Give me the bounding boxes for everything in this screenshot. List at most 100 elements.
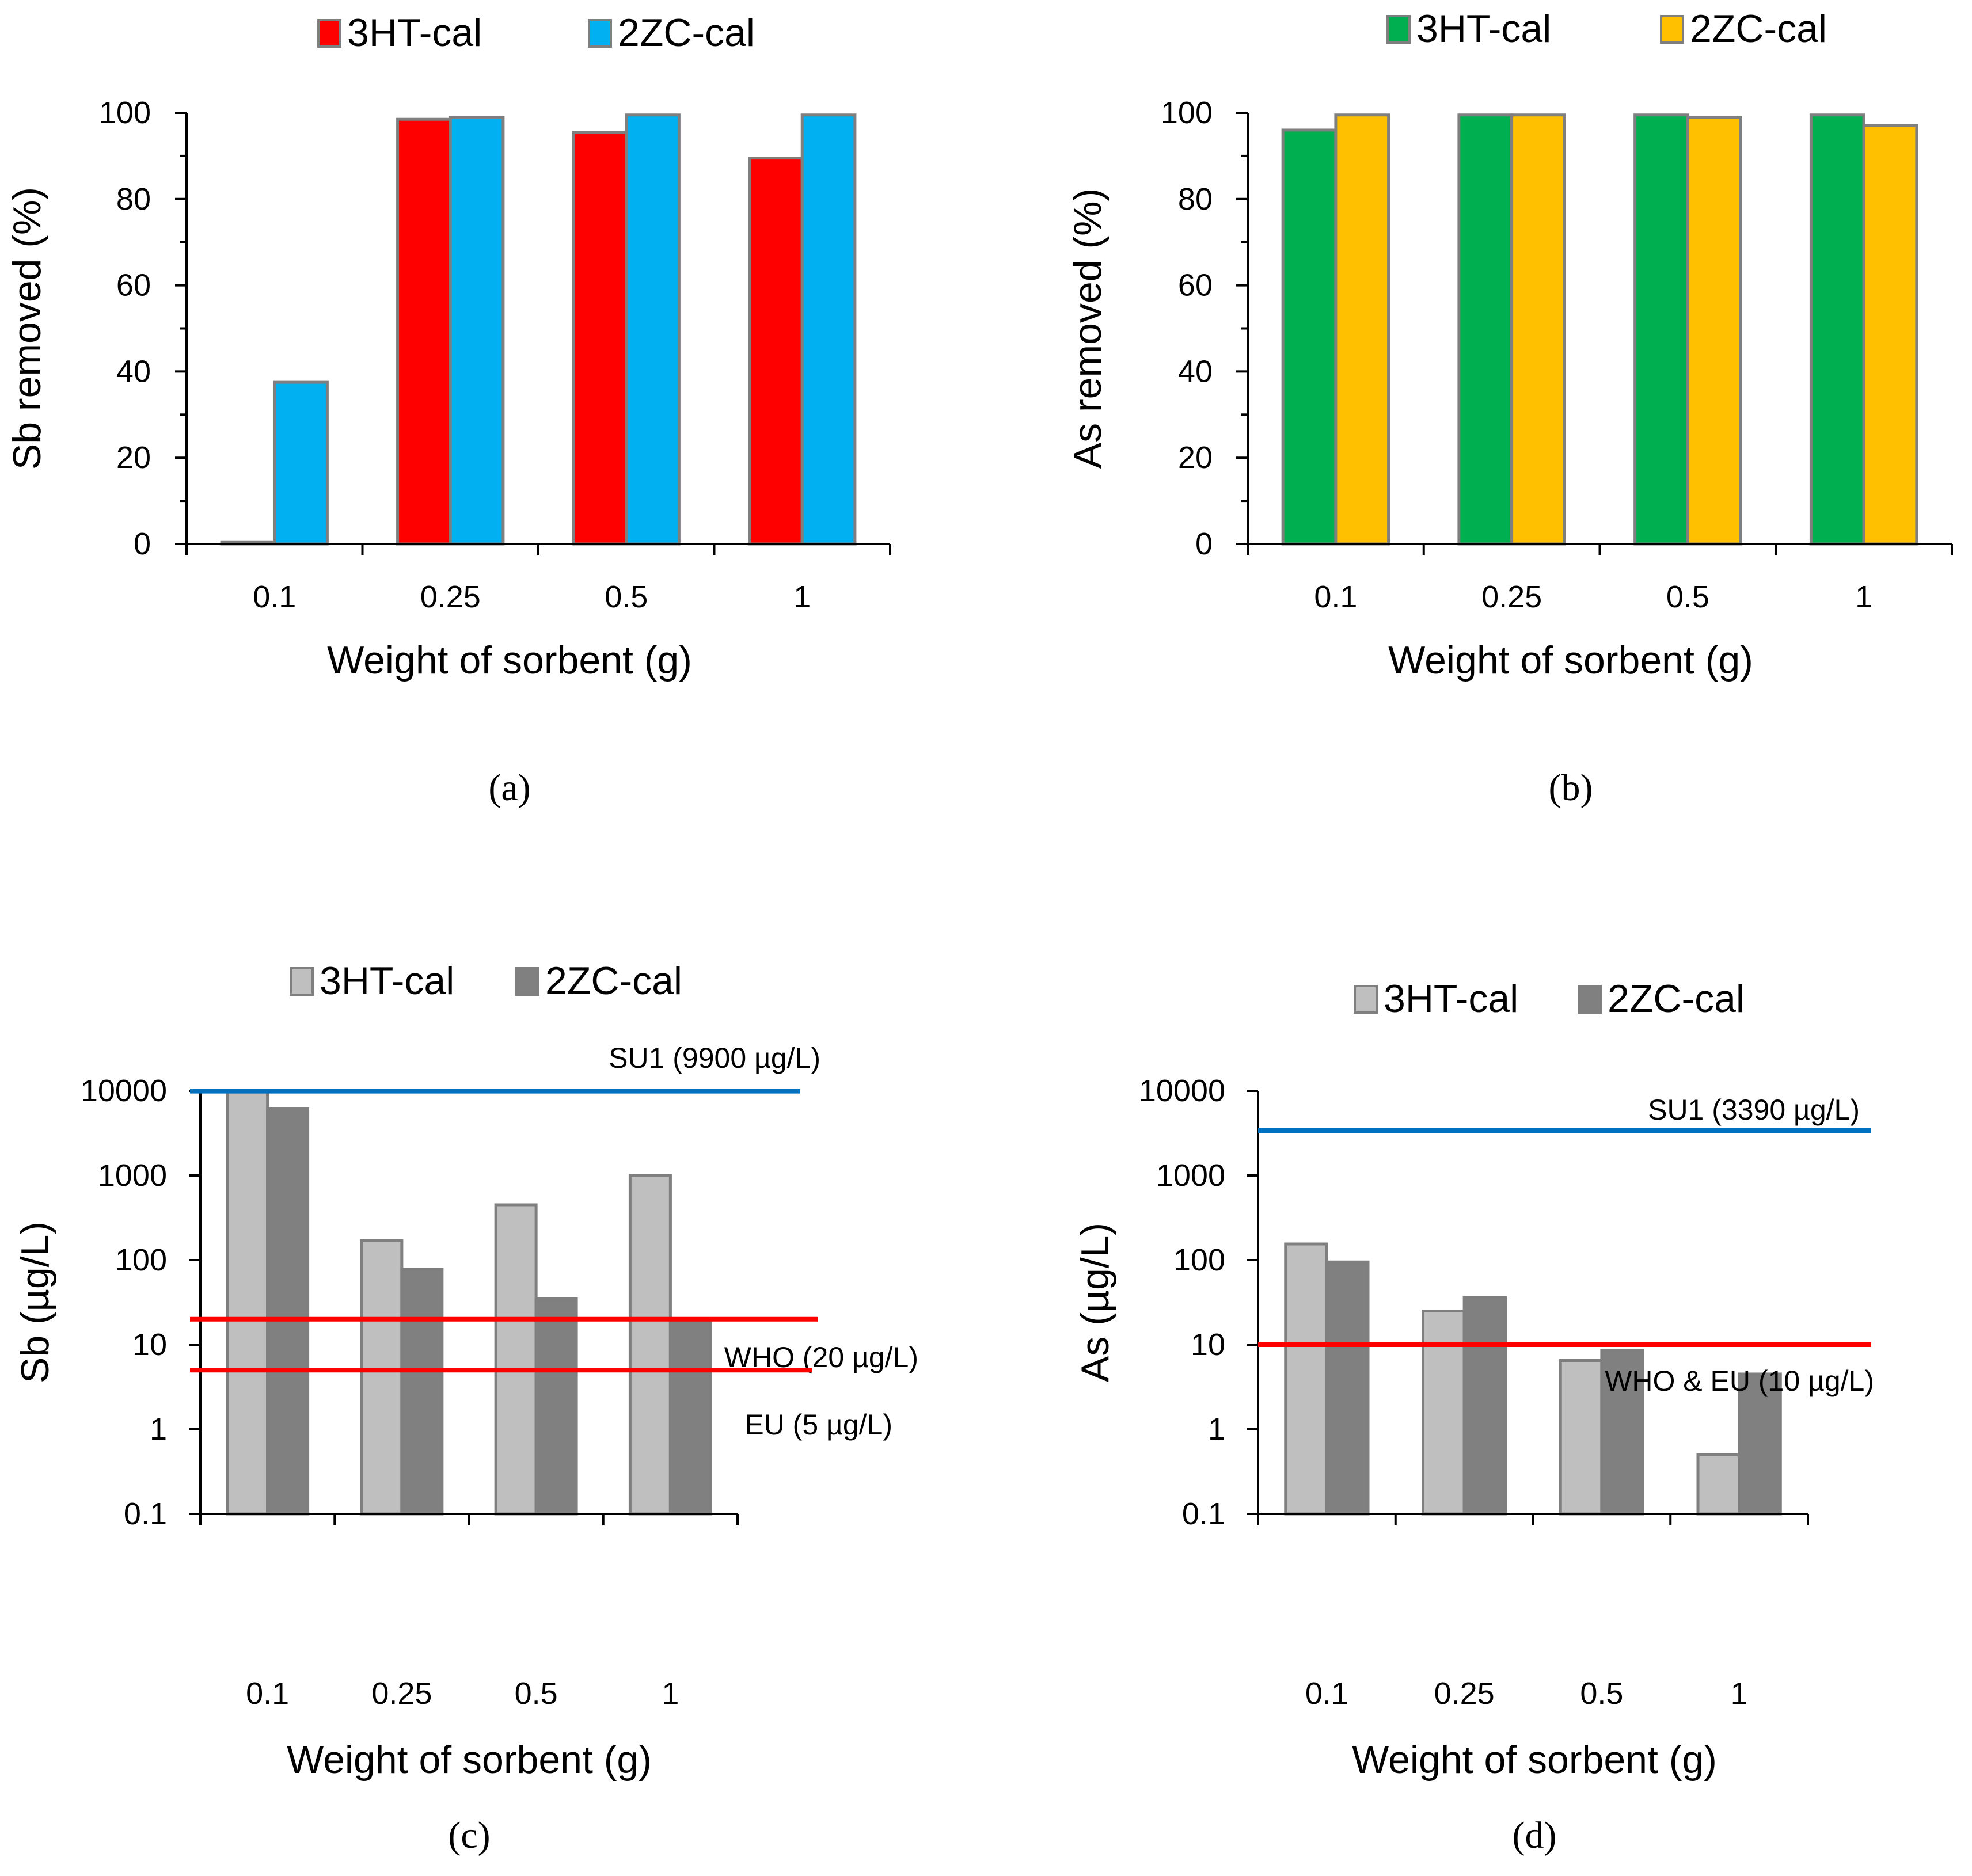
bar-3ht-cal-0.25 (396, 117, 452, 546)
y-tick-label: 10 (1191, 1327, 1225, 1362)
legend-label-2zc-cal: 2ZC-cal (1690, 7, 1827, 51)
x-tick-label: 0.1 (1314, 580, 1357, 614)
bar-2zc-cal-1 (1862, 124, 1918, 546)
x-tick-label: 0.1 (1305, 1676, 1348, 1711)
x-axis-title: Weight of sorbent (g) (287, 1738, 652, 1782)
x-tick-label: 0.1 (246, 1676, 289, 1711)
bar-3ht-cal-1 (1809, 113, 1865, 546)
y-tick-label: 0.1 (1182, 1497, 1225, 1531)
bar-3ht-cal-0.1 (1284, 1242, 1328, 1516)
legend-label-3ht-cal: 3HT-cal (1416, 7, 1551, 51)
bar-3ht-cal-0.25 (1457, 113, 1514, 546)
bar-2zc-cal-1 (800, 113, 857, 546)
legend-swatch-3ht-cal (1354, 985, 1378, 1014)
y-tick-label: 0 (134, 527, 151, 561)
y-tick-label: 20 (116, 440, 151, 475)
bar-3ht-cal-0.5 (494, 1203, 538, 1516)
legend-swatch-2zc-cal (1578, 985, 1602, 1014)
panel-label: (b) (1549, 767, 1593, 809)
bar-2zc-cal-0.1 (1334, 113, 1390, 546)
bar-2zc-cal-0.1 (273, 380, 329, 546)
x-axis-title: Weight of sorbent (g) (1352, 1738, 1717, 1782)
legend-label-3ht-cal: 3HT-cal (320, 959, 454, 1003)
y-tick-label: 1 (150, 1412, 167, 1447)
bar-3ht-cal-0.5 (1559, 1359, 1604, 1516)
x-tick-label: 1 (1855, 580, 1872, 614)
bar-3ht-cal-0.5 (1633, 113, 1689, 546)
y-axis-title: Sb (µg/L) (13, 1222, 57, 1383)
reference-line-label: EU (5 µg/L) (744, 1409, 892, 1441)
bar-3ht-cal-0.25 (1422, 1310, 1466, 1516)
x-tick-label: 1 (662, 1676, 679, 1711)
x-tick-label: 0.25 (1481, 580, 1542, 614)
y-tick-label: 60 (1178, 268, 1213, 303)
x-tick-label: 0.5 (1666, 580, 1709, 614)
panel-label: (d) (1513, 1814, 1557, 1856)
legend-swatch-2zc-cal (588, 19, 612, 48)
legend-swatch-3ht-cal (317, 19, 341, 48)
y-tick-label: 100 (1161, 96, 1213, 130)
legend-swatch-3ht-cal (1386, 15, 1411, 44)
y-tick-label: 0 (1195, 527, 1213, 561)
bar-2zc-cal-0.5 (625, 113, 681, 546)
y-tick-label: 0.1 (124, 1497, 167, 1531)
x-axis-title: Weight of sorbent (g) (327, 638, 692, 682)
bar-3ht-cal-0.1 (1281, 128, 1338, 546)
legend-label-3ht-cal: 3HT-cal (1384, 977, 1518, 1021)
y-tick-label: 40 (116, 354, 151, 389)
bar-3ht-cal-1 (748, 157, 804, 546)
legend-label-3ht-cal: 3HT-cal (347, 11, 482, 55)
y-axis-title: As (µg/L) (1073, 1223, 1117, 1382)
reference-line-label: SU1 (3390 µg/L) (1648, 1094, 1860, 1126)
x-tick-label: 0.1 (253, 580, 296, 614)
panel-label: (c) (448, 1814, 490, 1856)
bar-2zc-cal-1 (1738, 1372, 1782, 1516)
y-tick-label: 40 (1178, 354, 1213, 389)
x-axis-title: Weight of sorbent (g) (1388, 638, 1753, 682)
y-tick-label: 60 (116, 268, 151, 303)
y-tick-label: 100 (99, 96, 151, 130)
y-tick-label: 1000 (98, 1158, 167, 1193)
y-tick-label: 80 (116, 182, 151, 216)
bar-2zc-cal-0.25 (400, 1268, 444, 1516)
x-tick-label: 0.5 (515, 1676, 558, 1711)
x-tick-label: 0.5 (605, 580, 648, 614)
y-tick-label: 10000 (1139, 1074, 1225, 1108)
y-tick-label: 1 (1208, 1412, 1225, 1447)
bar-3ht-cal-0.1 (226, 1090, 269, 1516)
bar-2zc-cal-0.5 (534, 1297, 578, 1516)
reference-line-label: SU1 (9900 µg/L) (609, 1042, 820, 1074)
bar-2zc-cal-0.25 (449, 115, 505, 546)
x-tick-label: 0.25 (420, 580, 481, 614)
y-tick-label: 10000 (81, 1074, 167, 1108)
y-tick-label: 1000 (1156, 1158, 1225, 1193)
legend-swatch-2zc-cal (1660, 15, 1684, 44)
bar-2zc-cal-0.1 (266, 1107, 310, 1516)
bar-2zc-cal-0.5 (1686, 115, 1742, 546)
x-tick-label: 0.5 (1580, 1676, 1623, 1711)
y-axis-title: As removed (%) (1066, 188, 1110, 469)
bar-3ht-cal-0.25 (360, 1239, 404, 1516)
legend-label-2zc-cal: 2ZC-cal (545, 959, 682, 1003)
bar-3ht-cal-0.5 (572, 131, 628, 546)
bar-2zc-cal-0.1 (1325, 1260, 1370, 1516)
y-axis-title: Sb removed (%) (5, 187, 49, 470)
panel-label: (a) (488, 767, 530, 809)
x-tick-label: 0.25 (371, 1676, 432, 1711)
x-tick-label: 1 (1731, 1676, 1748, 1711)
legend-label-2zc-cal: 2ZC-cal (1608, 977, 1745, 1021)
bar-2zc-cal-0.25 (1462, 1296, 1507, 1516)
legend-swatch-2zc-cal (515, 967, 539, 996)
bar-2zc-cal-0.25 (1510, 113, 1566, 546)
x-tick-label: 0.25 (1434, 1676, 1495, 1711)
bar-2zc-cal-0.5 (1600, 1349, 1644, 1516)
reference-line-label: WHO & EU (10 µg/L) (1605, 1365, 1874, 1397)
y-tick-label: 100 (1173, 1243, 1225, 1277)
y-tick-label: 20 (1178, 440, 1213, 475)
y-tick-label: 100 (115, 1243, 167, 1277)
x-tick-label: 1 (793, 580, 811, 614)
bar-3ht-cal-1 (1696, 1453, 1741, 1516)
legend-swatch-3ht-cal (290, 967, 314, 996)
bar-2zc-cal-1 (668, 1318, 712, 1516)
